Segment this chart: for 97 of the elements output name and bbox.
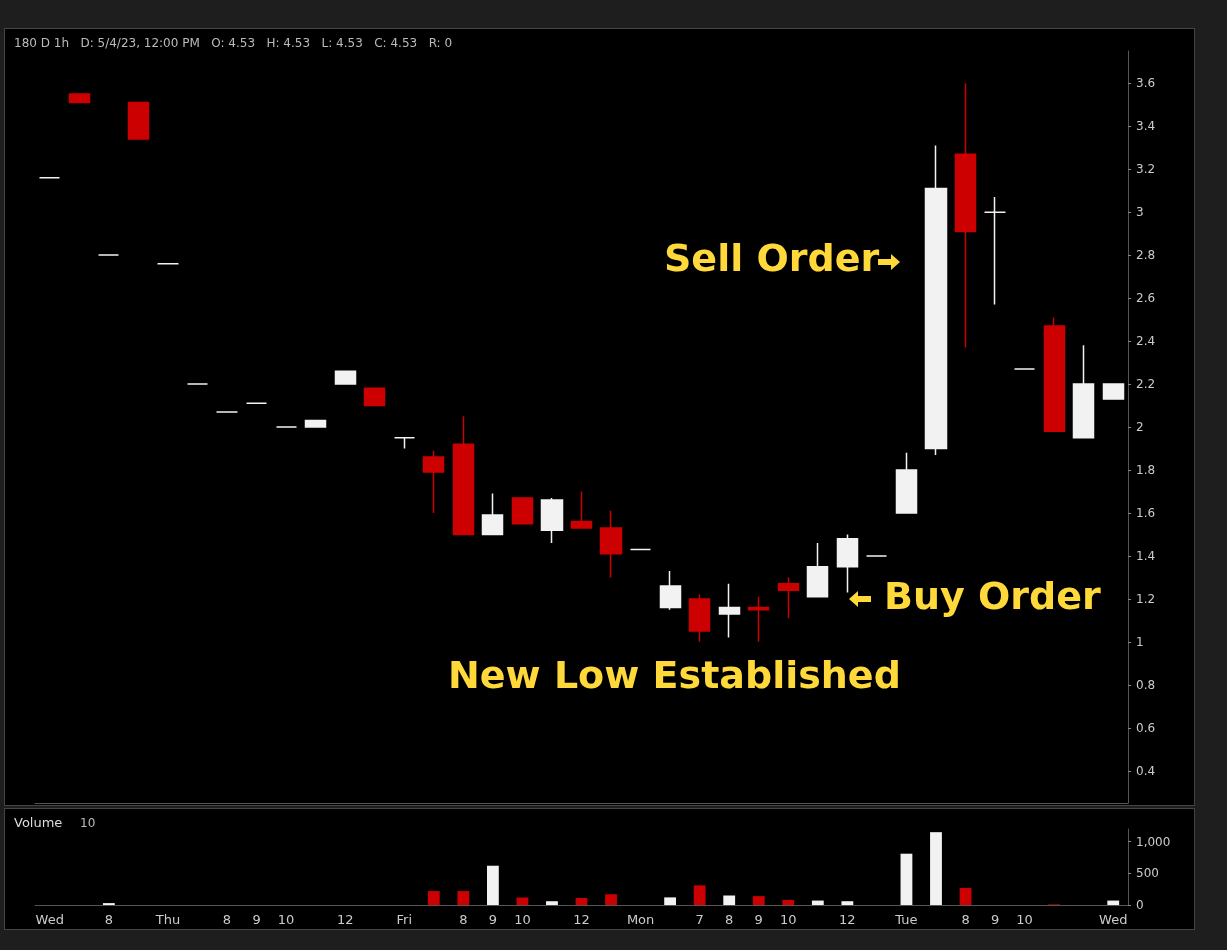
candlestick — [924, 144, 948, 456]
annotation: New Low Established — [448, 653, 901, 697]
bar — [486, 865, 499, 905]
y-tick-label: 1.4 — [1136, 548, 1156, 563]
candlestick — [599, 510, 623, 579]
candlestick — [156, 262, 180, 265]
y-tick-label: 500 — [1136, 866, 1159, 881]
bar — [723, 895, 736, 905]
x-tick-label: 9 — [488, 912, 498, 927]
candlestick — [452, 415, 475, 536]
bar — [575, 898, 588, 905]
candlestick — [481, 492, 504, 536]
candlestick — [983, 196, 1007, 306]
x-tick-label: 10 — [1016, 912, 1033, 927]
annotation: Buy Order — [884, 574, 1101, 618]
bar — [605, 894, 617, 905]
chart-title: Volume — [14, 815, 63, 830]
bar — [546, 901, 558, 905]
y-tick-label: 2.2 — [1136, 377, 1156, 392]
x-tick-label: 9 — [990, 912, 1000, 927]
candlestick — [127, 101, 150, 140]
candlestick — [1102, 383, 1125, 400]
x-tick-label: 8 — [104, 912, 113, 927]
x-tick-label: 10 — [277, 912, 295, 927]
candlestick — [363, 387, 386, 407]
bar — [516, 897, 529, 905]
x-tick-label: 8 — [961, 912, 970, 927]
candlestick — [511, 497, 534, 525]
x-tick-label: 7 — [695, 912, 704, 927]
x-tick-label: 12 — [336, 912, 354, 927]
x-tick-label: Thu — [154, 912, 181, 927]
candlestick — [1043, 316, 1066, 433]
y-tick-label: 3.2 — [1136, 162, 1156, 177]
candlestick — [747, 595, 770, 643]
bar — [900, 853, 913, 905]
y-tick-label: 1.6 — [1136, 505, 1156, 520]
candlestick — [718, 583, 741, 639]
candlestick — [245, 402, 268, 405]
candlestick — [629, 548, 652, 551]
candlestick — [570, 490, 593, 529]
x-tick-label: 9 — [252, 912, 261, 927]
annotation: Sell Order — [664, 236, 880, 280]
y-tick-label: 2.4 — [1136, 334, 1156, 349]
candlestick — [334, 370, 357, 385]
candlestick — [1072, 344, 1095, 439]
bar — [693, 885, 706, 905]
y-tick-label: 1 — [1136, 634, 1144, 649]
candlestick — [954, 82, 977, 349]
bar — [457, 891, 470, 905]
y-tick-label: 3.6 — [1136, 76, 1156, 91]
candlestick — [659, 570, 682, 611]
x-tick-label: 10 — [514, 912, 531, 927]
bar — [930, 832, 942, 905]
x-tick-label: Fri — [396, 912, 413, 927]
bar — [664, 897, 677, 905]
x-tick-label: 12 — [839, 912, 856, 927]
y-tick-label: 1.8 — [1136, 462, 1156, 477]
y-tick-label: 0.8 — [1136, 677, 1156, 692]
candlestick — [422, 449, 445, 514]
candlestick — [540, 497, 564, 544]
x-tick-label: 8 — [725, 912, 734, 927]
candlestick — [836, 533, 859, 594]
x-tick-label: 12 — [573, 912, 590, 927]
bar — [782, 899, 795, 905]
x-tick-label: 10 — [780, 912, 797, 927]
y-tick-label: 1,000 — [1136, 834, 1171, 849]
bar — [427, 891, 440, 905]
y-tick-label: 2.8 — [1136, 248, 1156, 263]
y-tick-label: 0.6 — [1136, 720, 1156, 735]
candlestick — [895, 452, 918, 514]
y-tick-label: 0 — [1136, 898, 1144, 912]
candlestick — [393, 436, 416, 450]
bar — [752, 896, 765, 905]
candlestick — [806, 542, 829, 598]
y-tick-label: 3.4 — [1136, 119, 1156, 134]
bar — [811, 900, 824, 905]
x-tick-label: 8 — [222, 912, 232, 927]
x-tick-label: 9 — [754, 912, 763, 927]
y-tick-label: 3 — [1136, 205, 1144, 220]
candlestick — [68, 93, 91, 104]
x-tick-label: Tue — [894, 912, 918, 927]
x-tick-label: Wed — [1099, 912, 1128, 927]
bar — [841, 901, 854, 905]
candlestick — [777, 576, 800, 619]
y-tick-label: 2 — [1136, 420, 1144, 434]
chart-subtitle: 10 — [80, 816, 96, 830]
y-tick-label: 1.2 — [1136, 591, 1156, 606]
chart-subtitle: 180 D 1h D: 5/4/23, 12:00 PM O: 4.53 H: 4.53 L: 4.53 C: 4.53 R: 0 — [14, 36, 453, 50]
candlestick — [688, 593, 711, 643]
y-tick-label: 2.6 — [1136, 291, 1156, 306]
bar — [959, 887, 972, 905]
bar — [1107, 900, 1120, 905]
y-tick-label: 0.4 — [1136, 763, 1156, 778]
x-tick-label: Mon — [626, 912, 655, 927]
candlestick — [304, 419, 327, 428]
x-tick-label: 8 — [459, 912, 468, 927]
x-tick-label: Wed — [35, 912, 64, 927]
